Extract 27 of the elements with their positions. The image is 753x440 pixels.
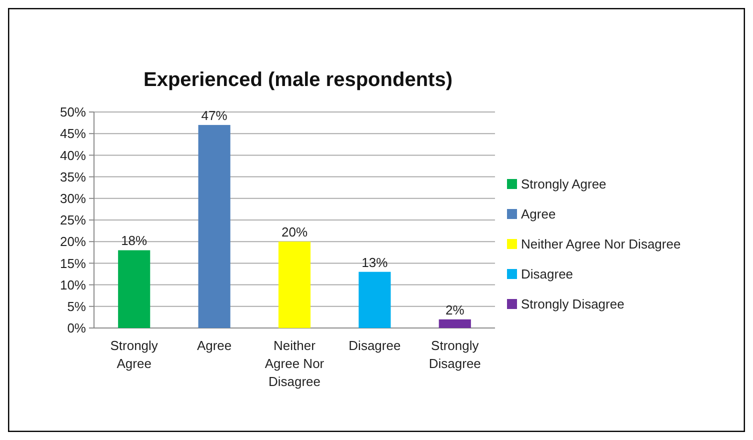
data-label: 47% [201, 108, 228, 123]
x-tick-label: Neither Agree Nor Disagree [264, 338, 325, 389]
x-tick-label: Strongly Disagree [428, 338, 481, 371]
data-label: 13% [362, 254, 388, 270]
y-tick-label: 45% [60, 126, 86, 142]
y-tick-label: 20% [60, 234, 86, 250]
y-tick-label: 15% [60, 256, 86, 271]
y-tick-label: 50% [60, 104, 86, 120]
legend-label: Disagree [521, 266, 574, 282]
y-tick-label: 5% [67, 298, 86, 314]
y-tick-label: 25% [60, 212, 86, 228]
data-label: 20% [281, 224, 308, 240]
x-tick-label: Strongly Agree [110, 338, 158, 371]
legend-label: Neither Agree Nor Disagree [521, 236, 681, 252]
legend-label: Strongly Agree [521, 176, 606, 192]
data-label: 2% [446, 302, 465, 318]
data-label: 18% [121, 233, 148, 248]
y-tick-label: 35% [60, 169, 86, 184]
y-tick-label: 0% [67, 320, 86, 336]
chart-title: Experienced (male respondents) [144, 69, 452, 91]
legend-label: Agree [521, 206, 556, 222]
y-tick-label: 10% [60, 277, 86, 292]
x-tick-label: Agree [196, 338, 232, 353]
x-tick-label: Disagree [348, 338, 401, 353]
y-tick-label: 30% [60, 190, 86, 206]
y-tick-label: 40% [60, 148, 86, 163]
legend-label: Strongly Disagree [521, 296, 624, 312]
